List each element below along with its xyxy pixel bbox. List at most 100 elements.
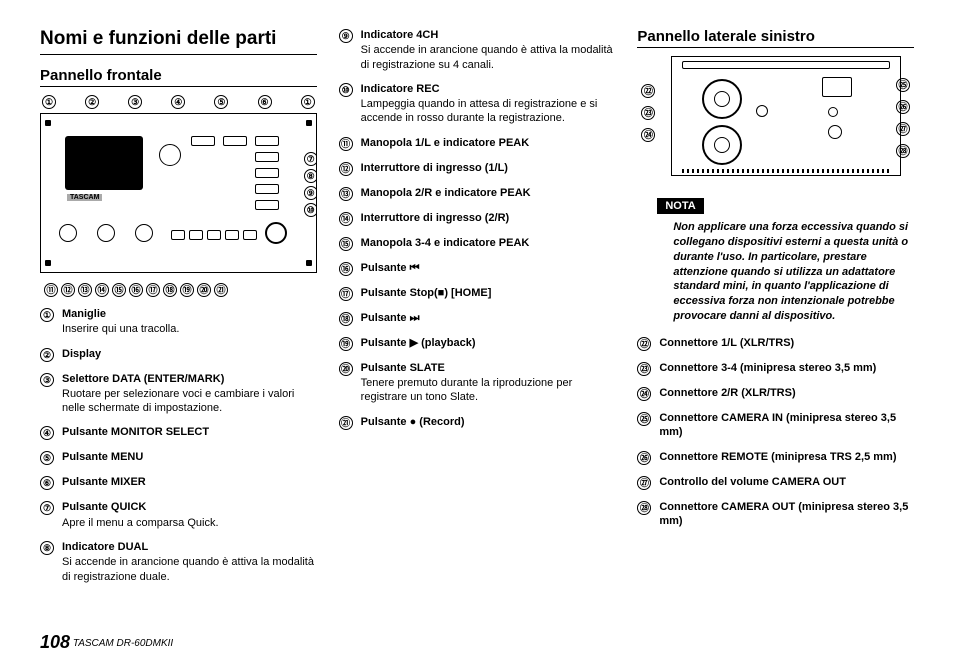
item-title: Controllo del volume CAMERA OUT [659,475,914,489]
item-title: Pulsante MIXER [62,475,317,489]
list-item: ⑲Pulsante ▶ (playback) [339,336,616,351]
callout-number: ③ [40,373,54,387]
callout-number: ㉘ [637,501,651,515]
list-item: ⑥ Pulsante MIXER [40,475,317,490]
callout-number: ⑰ [339,287,353,301]
item-title: Pulsante ▶ (playback) [361,336,616,350]
item-title: Pulsante ⏮ [361,261,616,275]
callout-number: ⑥ [40,476,54,490]
callout-number: ① [301,95,315,109]
item-title: Connettore CAMERA OUT (minipresa stereo … [659,500,914,529]
callout-number: ⑬ [78,283,92,297]
list-item: ⑰ Pulsante Stop(■) [HOME] [339,286,616,301]
item-title: Manopola 3-4 e indicatore PEAK [361,236,616,250]
item-title: Interruttore di ingresso (1/L) [361,161,616,175]
callout-number: ㉗ [637,476,651,490]
item-title: Selettore DATA (ENTER/MARK) [62,372,317,386]
callout-number: ⑩ [304,203,317,217]
column-2: ⑨Indicatore 4CHSi accende in arancione q… [339,28,616,623]
callout-number: ① [40,308,54,322]
item-title: Pulsante ⏭ [361,311,616,325]
callout-number: ⑯ [129,283,143,297]
callout-number: ㉗ [896,122,910,136]
callout-number: ㉔ [641,128,655,142]
item-title: Pulsante Stop(■) [HOME] [361,286,616,300]
bottom-callouts: ⑪⑫⑬⑭⑮⑯⑰⑱⑲⑳㉑ [40,281,317,307]
list-item: ㉑Pulsante ● (Record) [339,415,616,430]
item-description: Tenere premuto durante la riproduzione p… [361,376,616,405]
list-item: ⑨Indicatore 4CHSi accende in arancione q… [339,28,616,72]
callout-number: ② [85,95,99,109]
item-title: Pulsante QUICK [62,500,317,514]
column-1: Nomi e funzioni delle parti Pannello fro… [40,28,317,623]
nota-label: NOTA [657,198,703,214]
callout-number: ⑦ [40,501,54,515]
list-item: ⑭Interruttore di ingresso (2/R) [339,211,616,226]
col3-items: ㉒Connettore 1/L (XLR/TRS)㉓Connettore 3-4… [637,336,914,528]
callout-number: ⑳ [339,362,353,376]
product-name: TASCAM DR-60DMKII [73,638,173,649]
list-item: ⑪ Manopola 1/L e indicatore PEAK [339,136,616,151]
callout-number: ㉘ [896,144,910,158]
callout-number: ⑭ [95,283,109,297]
list-item: ② Display [40,347,317,362]
callout-number: ⑲ [180,283,194,297]
callout-number: ㉔ [637,387,651,401]
item-title: Indicatore REC [361,82,616,96]
list-item: ③ Selettore DATA (ENTER/MARK)Ruotare per … [40,372,317,416]
list-item: ①ManiglieInserire qui una tracolla. [40,307,317,337]
item-description: Apre il menu a comparsa Quick. [62,516,317,530]
callout-number: ⑨ [304,186,317,200]
nota-text: Non applicare una forza eccessiva quando… [673,220,914,324]
item-title: Pulsante ● (Record) [361,415,616,429]
item-description: Inserire qui una tracolla. [62,322,317,336]
list-item: ⑯ Pulsante ⏮ [339,261,616,276]
callout-number: ③ [128,95,142,109]
callout-number: ⑱ [339,312,353,326]
list-item: ⑫Interruttore di ingresso (1/L) [339,161,616,176]
callout-number: ⑦ [304,152,317,166]
callout-number: ⑳ [197,283,211,297]
callout-number: ⑧ [40,541,54,555]
callout-number: ④ [40,426,54,440]
callout-number: ⑩ [339,83,353,97]
list-item: ⑧Indicatore DUALSi accende in arancione … [40,540,317,584]
callout-number: ② [40,348,54,362]
callout-number: ⑤ [40,451,54,465]
list-item: ㉖Connettore REMOTE (minipresa TRS 2,5 mm… [637,450,914,465]
list-item: ⑳Pulsante SLATETenere premuto durante la… [339,361,616,405]
page-content: Nomi e funzioni delle parti Pannello fro… [40,28,914,623]
callout-number: ① [42,95,56,109]
callout-number: ⑭ [339,212,353,226]
item-description: Si accende in arancione quando è attiva … [62,555,317,584]
item-title: Connettore CAMERA IN (minipresa stereo 3… [659,411,914,440]
callout-number: ⑰ [146,283,160,297]
front-panel-diagram: TASCAM ⑦ ⑧ ⑨ ⑩ [40,113,317,273]
item-title: Connettore 2/R (XLR/TRS) [659,386,914,400]
callout-number: ㉒ [637,337,651,351]
callout-number: ⑮ [112,283,126,297]
item-description: Ruotare per selezionare voci e cambiare … [62,387,317,416]
item-title: Pulsante MONITOR SELECT [62,425,317,439]
callout-number: ⑯ [339,262,353,276]
front-panel-title: Pannello frontale [40,67,317,87]
callout-number: ⑮ [339,237,353,251]
page-footer: 108 TASCAM DR-60DMKII [40,632,173,653]
callout-number: ⑪ [44,283,58,297]
item-title: Indicatore 4CH [361,28,616,42]
item-title: Display [62,347,317,361]
item-title: Manopola 1/L e indicatore PEAK [361,136,616,150]
item-description: Si accende in arancione quando è attiva … [361,43,616,72]
col2-items: ⑨Indicatore 4CHSi accende in arancione q… [339,28,616,430]
brand-label: TASCAM [67,194,102,201]
list-item: ㉕Connettore CAMERA IN (minipresa stereo … [637,411,914,440]
callout-number: ⑱ [163,283,177,297]
callout-number: ㉓ [641,106,655,120]
callout-number: ⑧ [304,169,317,183]
top-callouts: ①②③④⑤⑥① [40,95,317,113]
item-title: Connettore 1/L (XLR/TRS) [659,336,914,350]
item-title: Pulsante MENU [62,450,317,464]
side-panel-diagram [671,56,901,176]
list-item: ⑦ Pulsante QUICK Apre il menu a comparsa Q… [40,500,317,530]
callout-number: ⑪ [339,137,353,151]
